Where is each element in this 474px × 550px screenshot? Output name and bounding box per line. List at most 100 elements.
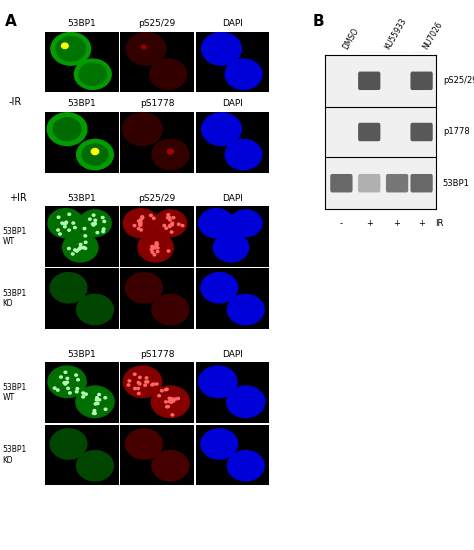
Circle shape <box>63 233 98 262</box>
Circle shape <box>156 247 159 249</box>
Circle shape <box>102 230 104 233</box>
Circle shape <box>138 223 141 224</box>
Circle shape <box>126 273 162 303</box>
Text: pS25/29: pS25/29 <box>138 19 176 28</box>
Circle shape <box>140 218 142 221</box>
Circle shape <box>98 393 100 395</box>
Circle shape <box>174 398 177 400</box>
Circle shape <box>127 384 130 386</box>
Circle shape <box>168 400 171 403</box>
Circle shape <box>60 376 62 378</box>
Text: DMSO: DMSO <box>341 26 361 51</box>
Circle shape <box>146 381 149 383</box>
Circle shape <box>126 429 162 459</box>
Circle shape <box>169 224 172 227</box>
Circle shape <box>82 144 108 165</box>
Text: pS1778: pS1778 <box>140 100 174 108</box>
Circle shape <box>54 387 56 389</box>
Circle shape <box>138 383 141 385</box>
Text: DAPI: DAPI <box>222 100 243 108</box>
Circle shape <box>166 217 169 219</box>
Circle shape <box>171 398 173 400</box>
Text: pS1778: pS1778 <box>140 350 174 359</box>
Circle shape <box>101 216 104 218</box>
Circle shape <box>137 220 140 222</box>
Circle shape <box>137 381 140 383</box>
Circle shape <box>139 222 142 224</box>
Text: 53BP1
WT: 53BP1 WT <box>2 227 27 246</box>
Circle shape <box>213 233 249 262</box>
Circle shape <box>137 392 140 394</box>
Circle shape <box>98 399 100 401</box>
Circle shape <box>164 401 167 403</box>
Circle shape <box>171 224 173 226</box>
Circle shape <box>65 221 68 223</box>
Circle shape <box>161 390 163 392</box>
Circle shape <box>94 219 97 222</box>
Text: +IR: +IR <box>9 193 26 203</box>
Circle shape <box>228 294 264 324</box>
Circle shape <box>225 59 262 89</box>
Circle shape <box>137 387 139 389</box>
Circle shape <box>140 229 142 231</box>
Circle shape <box>167 250 170 252</box>
Circle shape <box>229 210 262 236</box>
Circle shape <box>79 246 82 249</box>
Circle shape <box>225 140 262 170</box>
Circle shape <box>172 217 175 219</box>
Circle shape <box>167 405 169 408</box>
Circle shape <box>144 384 146 386</box>
Circle shape <box>168 217 171 219</box>
Circle shape <box>96 232 99 234</box>
Circle shape <box>66 381 68 383</box>
Text: 53BP1
KO: 53BP1 KO <box>2 445 27 465</box>
Circle shape <box>68 213 71 216</box>
Circle shape <box>57 229 59 231</box>
Circle shape <box>169 219 171 221</box>
Circle shape <box>92 214 95 216</box>
Circle shape <box>142 45 146 49</box>
Circle shape <box>103 221 106 223</box>
Circle shape <box>64 371 67 373</box>
Circle shape <box>155 241 158 244</box>
Circle shape <box>141 217 144 219</box>
Circle shape <box>155 383 158 385</box>
Circle shape <box>77 450 113 481</box>
Circle shape <box>150 214 152 217</box>
Text: KU55933: KU55933 <box>383 16 408 51</box>
Circle shape <box>79 243 82 245</box>
Text: DAPI: DAPI <box>222 194 243 202</box>
Circle shape <box>168 397 171 399</box>
Circle shape <box>199 366 237 398</box>
Circle shape <box>177 397 180 399</box>
Circle shape <box>67 387 69 389</box>
Circle shape <box>199 208 234 238</box>
Circle shape <box>128 379 131 382</box>
Circle shape <box>92 412 95 414</box>
Text: -: - <box>340 219 343 228</box>
Circle shape <box>170 399 172 401</box>
FancyBboxPatch shape <box>330 174 353 192</box>
Circle shape <box>79 210 111 236</box>
Circle shape <box>139 224 142 226</box>
Circle shape <box>152 247 154 249</box>
Circle shape <box>74 59 111 89</box>
Circle shape <box>75 390 78 393</box>
Circle shape <box>93 412 96 415</box>
Circle shape <box>94 403 97 405</box>
Circle shape <box>79 63 107 86</box>
Circle shape <box>92 224 95 226</box>
Circle shape <box>75 250 78 252</box>
Text: +: + <box>366 219 373 228</box>
Circle shape <box>56 389 59 391</box>
Text: pS25/29: pS25/29 <box>443 76 474 85</box>
Circle shape <box>133 224 136 227</box>
Circle shape <box>172 400 175 402</box>
Circle shape <box>84 241 87 244</box>
Circle shape <box>72 222 74 224</box>
Circle shape <box>154 210 186 236</box>
Circle shape <box>94 223 96 225</box>
Text: A: A <box>5 14 17 29</box>
Circle shape <box>95 399 98 401</box>
Text: 53BP1: 53BP1 <box>67 194 96 202</box>
